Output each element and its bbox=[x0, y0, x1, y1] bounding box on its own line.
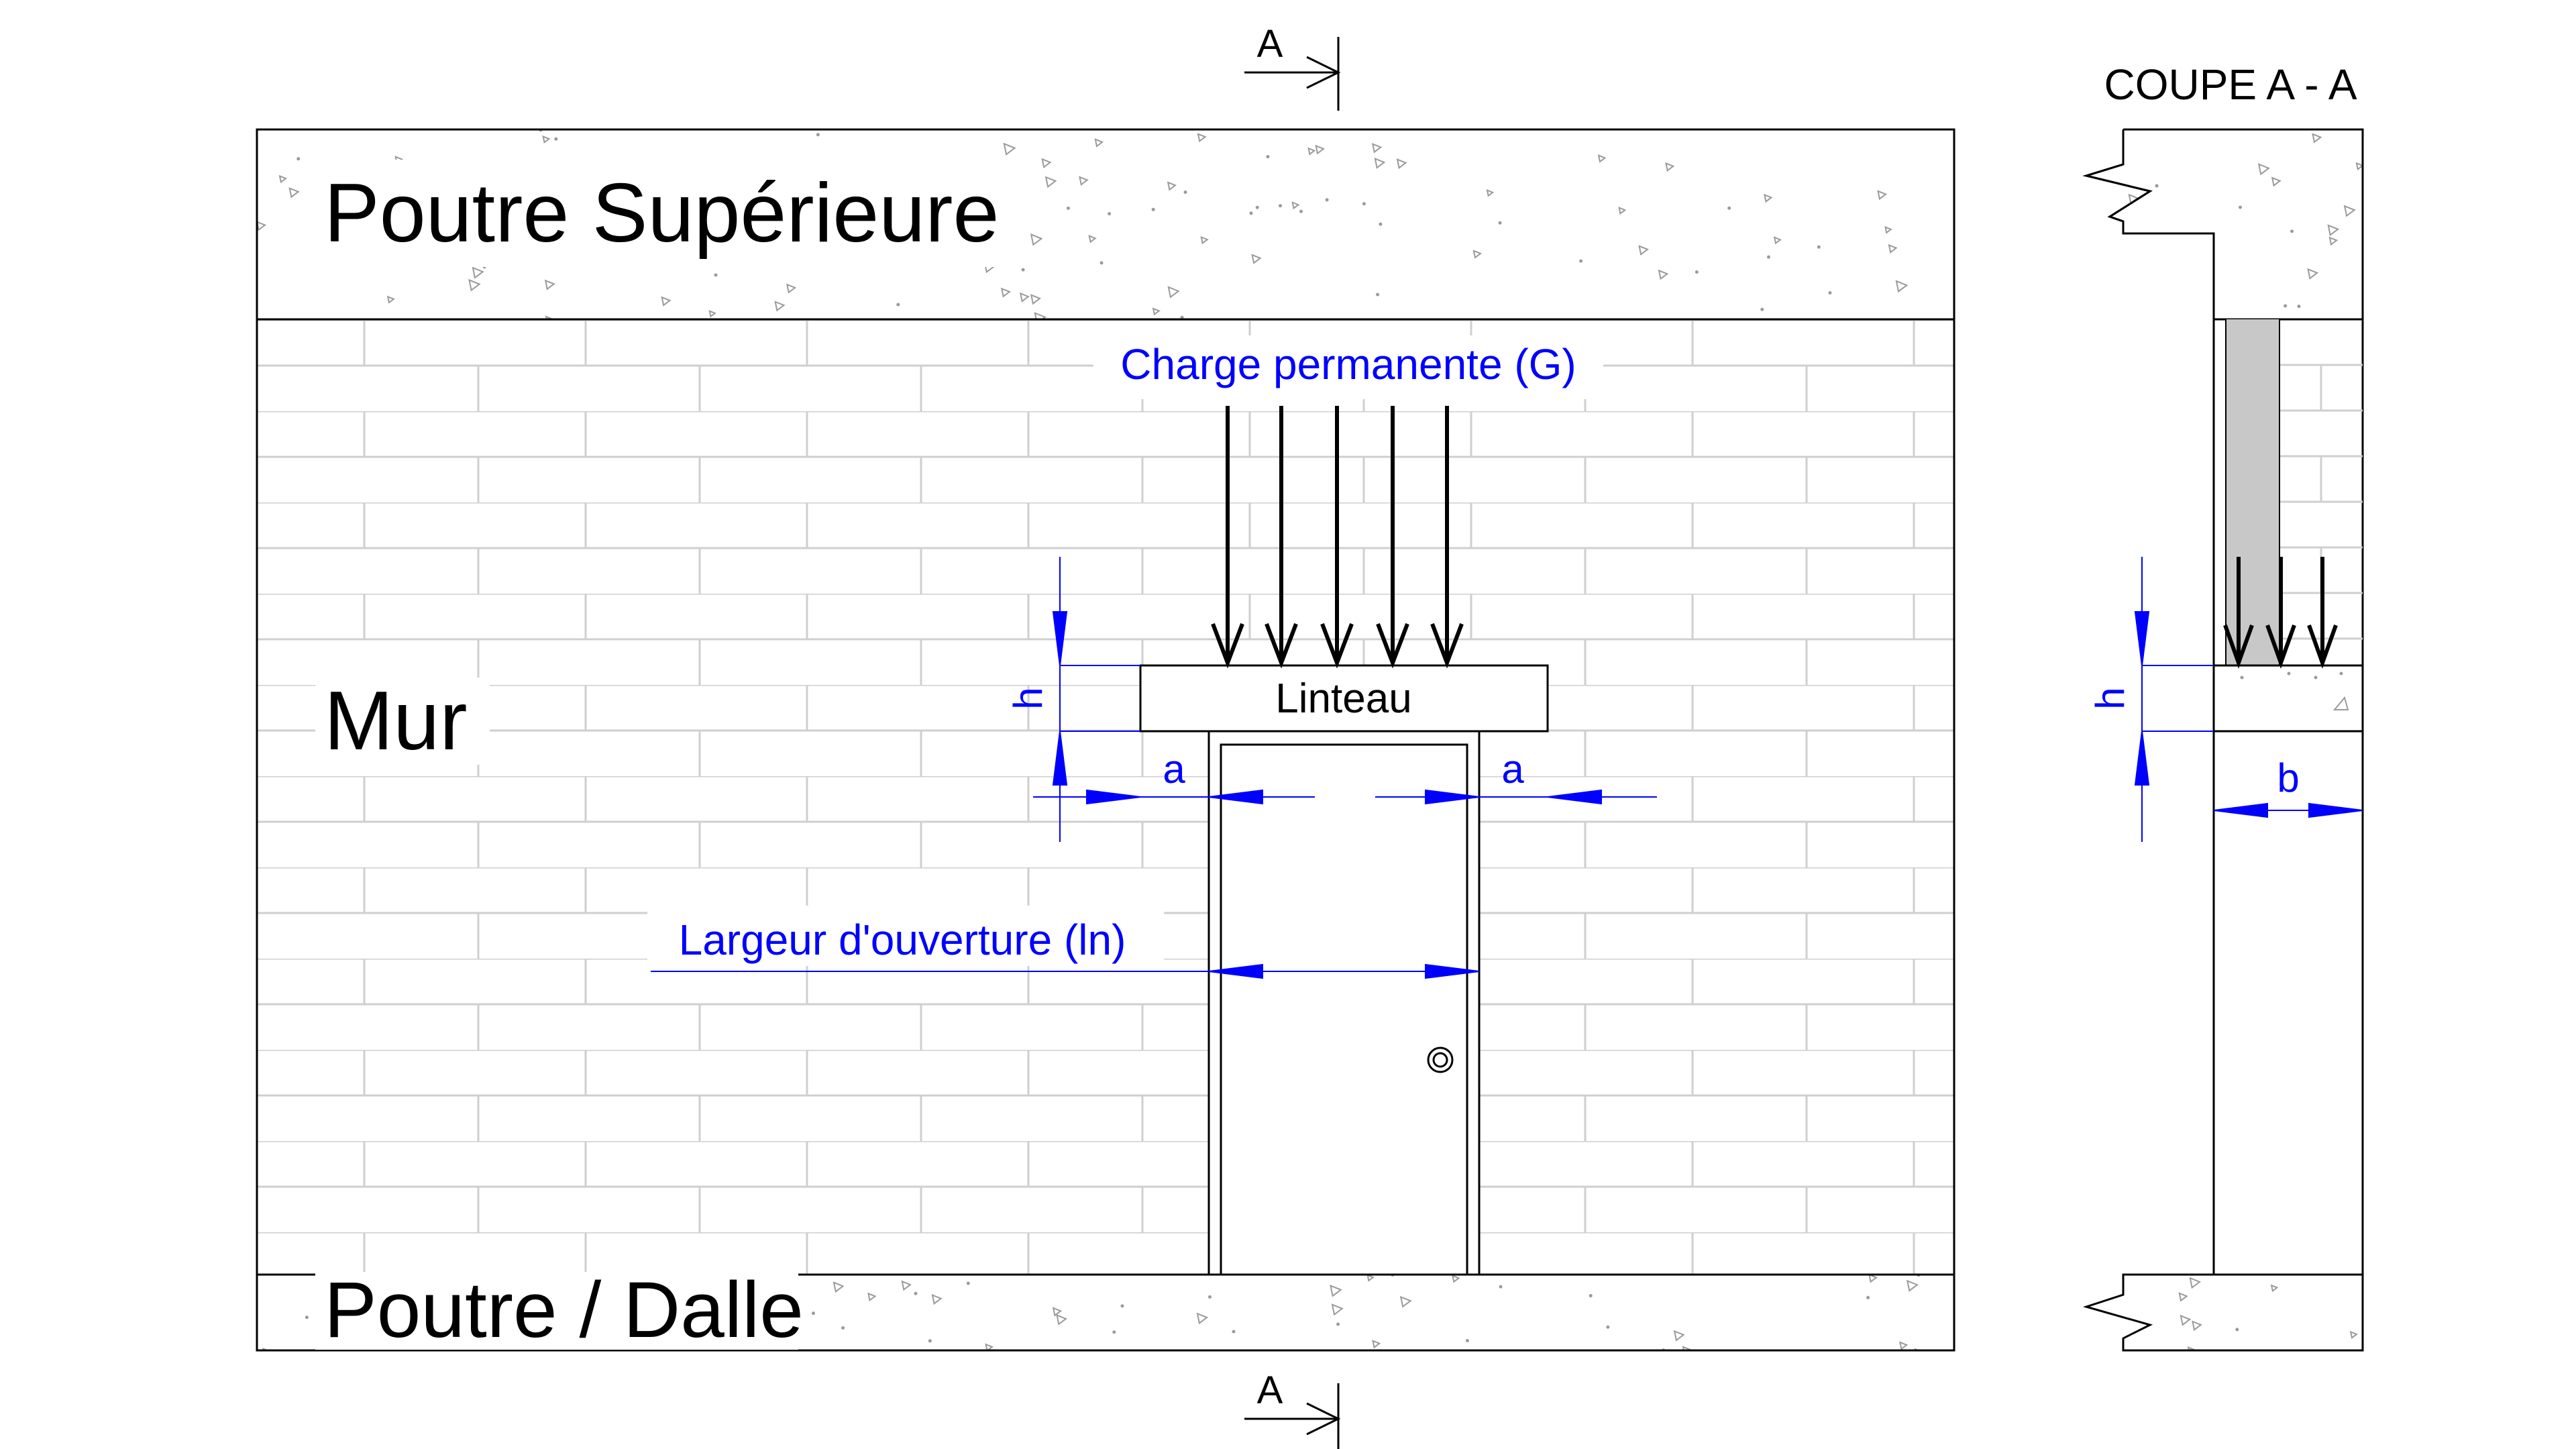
wall-label: Mur bbox=[324, 675, 468, 767]
top-beam-label-bg bbox=[315, 160, 1026, 267]
load-arrow-icon bbox=[1430, 406, 1464, 669]
dim-arrow-icon bbox=[1425, 789, 1480, 805]
dim-arrow-icon bbox=[2134, 731, 2150, 786]
height-label-elevation: h bbox=[1006, 687, 1051, 709]
top-beam-label: Poutre Supérieure bbox=[324, 167, 999, 260]
bearing-label-right: a bbox=[1501, 747, 1524, 792]
concrete-texture-section-bottom bbox=[2178, 1277, 2359, 1350]
section-load-arrows bbox=[2223, 557, 2338, 669]
dim-arrow-icon bbox=[1052, 731, 1068, 786]
section-marker-bottom: A bbox=[1257, 1368, 1283, 1412]
lintel bbox=[1139, 664, 1549, 733]
bottom-beam-label-bg bbox=[315, 1272, 798, 1350]
break-line-icon bbox=[2082, 163, 2153, 223]
load-label-bg bbox=[1093, 335, 1603, 399]
section-cut-top: A bbox=[1244, 22, 1341, 111]
dim-arrow-icon bbox=[1052, 611, 1068, 666]
dim-arrow-icon bbox=[2213, 802, 2268, 818]
height-dimension-elevation bbox=[1052, 557, 1140, 842]
section-bottom-slab-outline bbox=[2082, 1273, 2364, 1352]
section-lintel bbox=[2212, 664, 2364, 733]
dim-arrow-icon bbox=[1547, 789, 1602, 805]
section-title: COUPE A - A bbox=[2104, 60, 2357, 109]
dim-arrow-icon bbox=[2134, 611, 2150, 666]
width-label-section: b bbox=[2277, 755, 2299, 800]
bottom-beam-label: Poutre / Dalle bbox=[324, 1266, 804, 1354]
load-arrow-icon bbox=[2265, 557, 2296, 669]
dim-arrow-icon bbox=[1086, 789, 1141, 805]
dim-arrow-icon bbox=[1425, 963, 1480, 979]
dim-arrow-icon bbox=[1208, 963, 1263, 979]
section-top-slab bbox=[2123, 129, 2363, 319]
height-label-section: h bbox=[2088, 687, 2133, 709]
wall-label-bg bbox=[315, 678, 490, 765]
load-arrow-icon bbox=[1320, 406, 1354, 669]
load-arrow-icon bbox=[1211, 406, 1244, 669]
opening-width-label: Largeur d'ouverture (ln) bbox=[679, 916, 1126, 964]
width-dimension-section bbox=[2213, 802, 2363, 818]
dim-arrow-icon bbox=[2308, 802, 2363, 818]
concrete-texture-section-top bbox=[2128, 133, 2363, 309]
section-cut-bottom: A bbox=[1244, 1368, 1341, 1449]
load-arrow-icon bbox=[1376, 406, 1409, 669]
door-knob-icon bbox=[1427, 1046, 1454, 1073]
lintel-label: Linteau bbox=[1275, 676, 1411, 722]
load-arrow-icon bbox=[2307, 557, 2338, 669]
elevation-outline bbox=[256, 128, 1955, 1352]
load-arrow-icon bbox=[1265, 406, 1298, 669]
section-bottom-slab bbox=[2123, 1275, 2363, 1350]
load-label: Charge permanente (G) bbox=[1120, 340, 1576, 388]
section-marker-top: A bbox=[1257, 22, 1283, 66]
opening-width-label-bg bbox=[647, 906, 1164, 966]
dim-arrow-icon bbox=[1208, 789, 1263, 805]
section-lintel-texture bbox=[2240, 672, 2349, 710]
bearing-dimensions bbox=[1033, 789, 1657, 805]
bearing-label-left: a bbox=[1163, 747, 1185, 792]
load-arrows bbox=[1211, 406, 1464, 669]
load-arrow-icon bbox=[2223, 557, 2254, 669]
door-leaf bbox=[1220, 743, 1468, 1276]
opening-width-dimension bbox=[651, 963, 1480, 979]
height-dimension-section bbox=[2134, 557, 2214, 842]
section-wall-cut bbox=[2226, 319, 2279, 665]
